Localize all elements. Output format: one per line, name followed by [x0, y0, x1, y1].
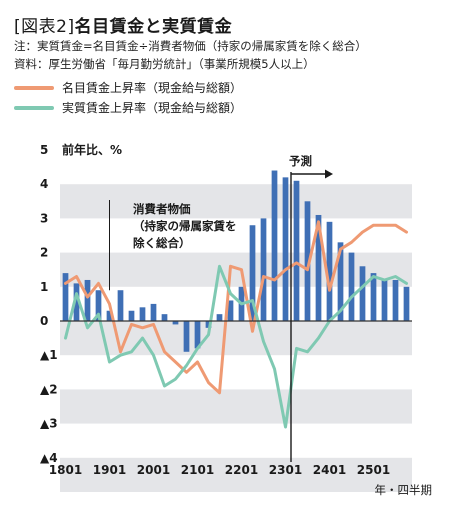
grid-band	[60, 321, 412, 356]
cpi-annotation-line: （持家の帰属家賃を	[133, 219, 237, 233]
y-tick-label: 5	[40, 143, 48, 157]
cpi-bar	[403, 286, 410, 321]
cpi-bar	[128, 310, 135, 321]
cpi-bar	[271, 170, 278, 321]
cpi-bar	[150, 303, 157, 321]
cpi-bar	[348, 252, 355, 321]
cpi-bar	[161, 314, 168, 321]
x-axis-label: 年・四半期	[375, 483, 433, 497]
cpi-bar	[95, 290, 102, 321]
cpi-bar	[106, 310, 113, 321]
grid-band	[60, 252, 412, 287]
x-tick-label: 2001	[137, 463, 170, 477]
grid-band	[60, 389, 412, 424]
y-tick-label: ▲4	[40, 451, 58, 465]
legend-swatch-nominal	[14, 85, 54, 90]
cpi-bar	[381, 279, 388, 321]
y-axis-label: 前年比、%	[62, 142, 122, 157]
legend-item-real: 実質賃金上昇率（現金給与総額）	[14, 99, 242, 116]
y-tick-label: ▲2	[40, 382, 58, 396]
y-tick-label: 1	[40, 280, 48, 294]
cpi-bar	[392, 279, 399, 321]
cpi-bar	[62, 273, 69, 321]
x-tick-label: 2201	[225, 463, 258, 477]
cpi-bar	[337, 242, 344, 321]
cpi-bar	[183, 321, 190, 352]
legend-swatch-real	[14, 105, 54, 110]
y-tick-label: 3	[40, 211, 48, 225]
x-tick-label: 2501	[357, 463, 390, 477]
real-wage-line	[64, 264, 408, 429]
x-tick-label: 1801	[49, 463, 82, 477]
cpi-bar	[249, 225, 256, 321]
chart-note: 注：実質賃金=名目賃金÷消費者物価（持家の帰属家賃を除く総合）	[14, 39, 367, 53]
cpi-bar	[326, 221, 333, 321]
cpi-annotation-line: 除く総合）	[133, 236, 191, 250]
legend-item-nominal: 名目賃金上昇率（現金給与総額）	[14, 79, 242, 96]
x-tick-label: 2401	[313, 463, 346, 477]
nominal-wage-line	[64, 220, 408, 395]
cpi-bar	[205, 321, 212, 328]
y-tick-label: 4	[40, 177, 48, 191]
x-tick-label: 2101	[181, 463, 214, 477]
cpi-annotation-line: 消費者物価	[133, 202, 191, 216]
forecast-arrow-head	[325, 169, 333, 179]
x-tick-label: 2301	[269, 463, 302, 477]
title-figure-number: [図表2]	[14, 17, 75, 37]
cpi-bar	[117, 290, 124, 321]
cpi-bar	[315, 214, 322, 321]
grid-band	[60, 457, 412, 492]
cpi-bar	[293, 180, 300, 321]
x-tick-label: 1901	[93, 463, 126, 477]
cpi-bar	[260, 218, 267, 321]
cpi-bar	[73, 283, 80, 321]
chart-title: [図表2]名目賃金と実質賃金	[14, 12, 232, 37]
chart-source: 資料：厚生労働省「毎月勤労統計」（事業所規模5人以上）	[14, 57, 315, 71]
cpi-bar	[304, 201, 311, 321]
cpi-bar	[282, 177, 289, 321]
cpi-bar	[370, 273, 377, 321]
y-tick-label: 0	[40, 314, 48, 328]
cpi-bar	[227, 300, 234, 321]
y-tick-label: ▲1	[40, 348, 58, 362]
cpi-bar	[359, 266, 366, 321]
cpi-bar	[172, 321, 179, 325]
legend-label-real: 実質賃金上昇率（現金給与総額）	[62, 101, 243, 115]
cpi-bar	[194, 321, 201, 349]
cpi-bar	[84, 279, 91, 321]
grid-band	[60, 184, 412, 219]
cpi-bar	[139, 307, 146, 321]
title-text: 名目賃金と実質賃金	[74, 17, 233, 37]
forecast-label: 予測	[289, 154, 312, 168]
cpi-bar	[216, 314, 223, 321]
legend-label-nominal: 名目賃金上昇率（現金給与総額）	[62, 81, 243, 95]
y-tick-label: ▲3	[40, 417, 58, 431]
y-tick-label: 2	[40, 246, 48, 260]
